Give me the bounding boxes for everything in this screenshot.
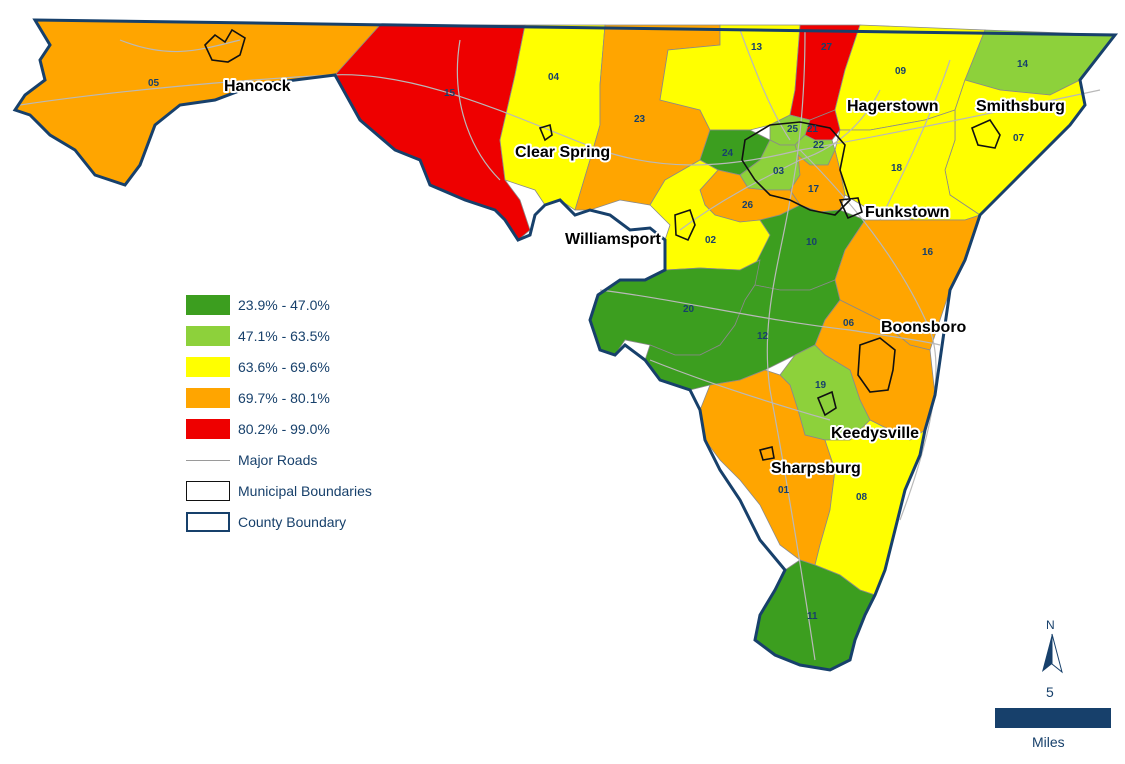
major-roads-layer: [19, 29, 1101, 661]
district-label-17: 17: [808, 184, 820, 195]
legend: 23.9% - 47.0% 47.1% - 63.5% 63.6% - 69.6…: [186, 289, 372, 537]
district-label-11: 11: [807, 611, 818, 622]
town-halo-keedysville: Keedysville: [831, 425, 919, 442]
district-15: [334, 24, 531, 241]
district-label-06: 06: [843, 318, 855, 329]
town-label-boonsboro: Boonsboro: [881, 319, 967, 336]
district-labels-layer: 05 15 04 23 13 27 09 14 07 18 24 25 21 2…: [148, 42, 1029, 622]
town-halo-boonsboro: Boonsboro: [881, 319, 967, 336]
district-label-01: 01: [778, 485, 790, 496]
district-label-16: 16: [922, 247, 934, 258]
district-label-04: 04: [548, 72, 560, 83]
district-label-21: 21: [807, 124, 819, 135]
district-label-08: 08: [856, 492, 868, 503]
town-labels-layer: Hancock Hancock Clear Spring Clear Sprin…: [222, 76, 1067, 479]
district-label-15: 15: [444, 88, 456, 99]
legend-row-major-roads: Major Roads: [186, 444, 372, 475]
legend-row-class-2: 47.1% - 63.5%: [186, 320, 372, 351]
town-halo-williamsport: Williamsport: [565, 231, 662, 248]
town-label-funkstown: Funkstown: [865, 204, 949, 221]
legend-label-class-4: 69.7% - 80.1%: [238, 389, 330, 406]
district-label-07: 07: [1013, 133, 1025, 144]
legend-row-county-boundary: County Boundary: [186, 506, 372, 537]
district-label-26: 26: [742, 200, 754, 211]
legend-row-class-3: 63.6% - 69.6%: [186, 351, 372, 382]
town-label-smithsburg: Smithsburg: [976, 98, 1065, 115]
town-label-keedysville: Keedysville: [831, 425, 919, 442]
district-08: [814, 419, 926, 596]
town-label-hagerstown: Hagerstown: [847, 98, 939, 115]
scale-unit: Miles: [1032, 734, 1065, 750]
legend-swatch-class-4: [186, 387, 230, 408]
legend-label-class-1: 23.9% - 47.0%: [238, 296, 330, 313]
town-label-hancock: Hancock: [224, 78, 291, 95]
district-label-09: 09: [895, 66, 907, 77]
district-label-02: 02: [705, 235, 717, 246]
legend-label-class-2: 47.1% - 63.5%: [238, 327, 330, 344]
legend-swatch-class-2: [186, 325, 230, 346]
legend-label-major-roads: Major Roads: [238, 451, 318, 468]
legend-swatch-municipal-boundaries: [186, 480, 230, 501]
district-label-25: 25: [787, 124, 799, 135]
district-label-23: 23: [634, 114, 646, 125]
town-halo-hancock: Hancock: [224, 78, 291, 95]
district-17: [789, 148, 846, 213]
districts-layer: [14, 19, 1116, 671]
legend-swatch-class-3: [186, 356, 230, 377]
north-arrow-icon: [1042, 633, 1063, 674]
legend-label-county-boundary: County Boundary: [238, 513, 347, 530]
county-boundary: [12, 18, 1119, 672]
town-halo-hagerstown: Hagerstown: [847, 98, 939, 115]
legend-row-class-4: 69.7% - 80.1%: [186, 382, 372, 413]
town-halo-clear-spring: Clear Spring: [515, 144, 610, 161]
district-label-03: 03: [773, 166, 785, 177]
scale-bar: [995, 708, 1111, 728]
legend-label-municipal-boundaries: Municipal Boundaries: [238, 482, 372, 499]
district-label-05: 05: [148, 78, 160, 89]
legend-swatch-class-5: [186, 418, 230, 439]
legend-label-class-3: 63.6% - 69.6%: [238, 358, 330, 375]
legend-row-class-1: 23.9% - 47.0%: [186, 289, 372, 320]
municipal-boundaries-layer: [204, 28, 1001, 461]
district-label-13: 13: [751, 42, 763, 53]
town-label-clear-spring: Clear Spring: [515, 144, 610, 161]
north-letter: N: [1046, 618, 1055, 632]
legend-label-class-5: 80.2% - 99.0%: [238, 420, 330, 437]
district-label-20: 20: [683, 304, 695, 315]
district-label-18: 18: [891, 163, 903, 174]
legend-row-municipal-boundaries: Municipal Boundaries: [186, 475, 372, 506]
district-label-10: 10: [806, 237, 818, 248]
town-halo-sharpsburg: Sharpsburg: [771, 460, 861, 477]
legend-swatch-class-1: [186, 294, 230, 315]
district-label-14: 14: [1017, 59, 1029, 70]
town-label-williamsport: Williamsport: [565, 231, 662, 248]
district-label-12: 12: [757, 331, 769, 342]
legend-swatch-major-roads: [186, 450, 230, 470]
legend-swatch-county-boundary: [186, 511, 230, 532]
scale-value: 5: [1046, 684, 1054, 700]
district-label-19: 19: [815, 380, 827, 391]
legend-row-class-5: 80.2% - 99.0%: [186, 413, 372, 444]
town-halo-smithsburg: Smithsburg: [976, 98, 1065, 115]
town-halo-funkstown: Funkstown: [865, 204, 949, 221]
district-label-22: 22: [813, 140, 825, 151]
town-label-sharpsburg: Sharpsburg: [771, 460, 861, 477]
district-label-24: 24: [722, 148, 734, 159]
district-label-27: 27: [821, 42, 833, 53]
